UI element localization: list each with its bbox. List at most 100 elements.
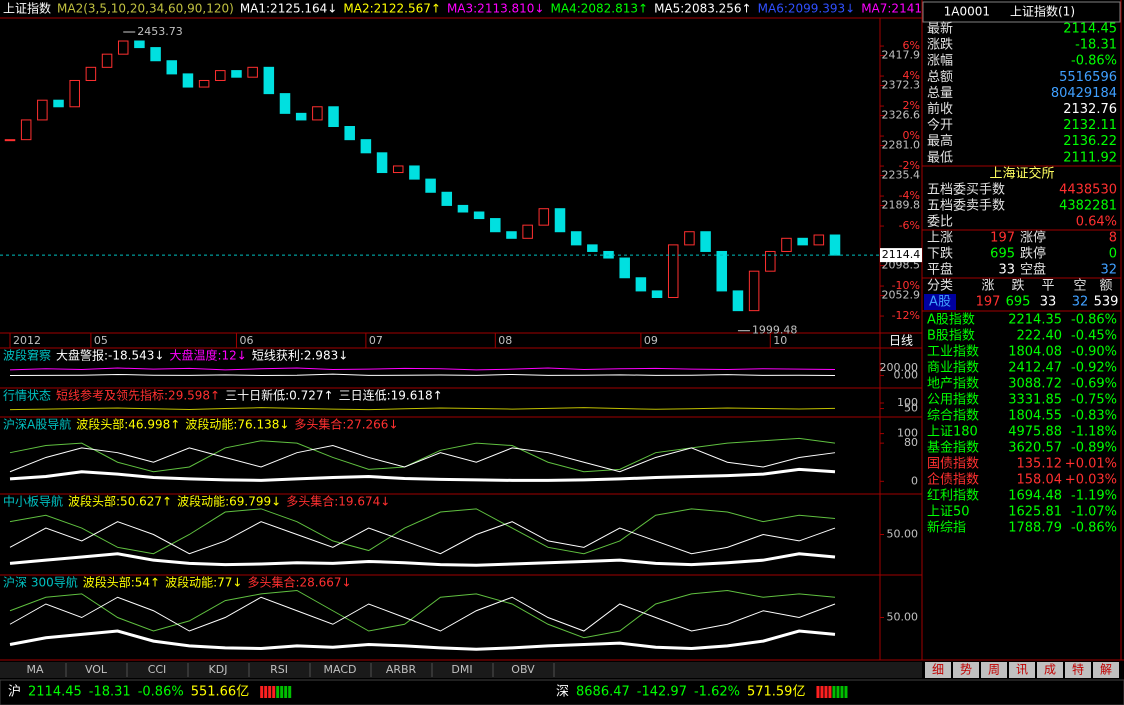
header-text: MA1:2125.164↓ [240, 2, 338, 16]
indicator-line [9, 521, 836, 555]
status-text: -1.62% [694, 685, 740, 700]
y2-tick-label: -4% [899, 189, 920, 202]
quote-label: 最高 [927, 133, 953, 149]
status-text: 2114.45 [28, 685, 82, 700]
panel-title: 波段动能:77↓ [165, 575, 242, 590]
quote-code: 1A0001 [944, 5, 990, 19]
candle [619, 257, 630, 279]
time-label: 10 [773, 334, 787, 347]
breadth-value: 33 [998, 263, 1015, 278]
side-tab-bg [1093, 662, 1119, 678]
panel-title: 沪深A股导航 [3, 417, 71, 432]
index-name: 工业指数 [927, 345, 979, 360]
indicator-tab[interactable]: DMI [451, 663, 472, 676]
candle [732, 290, 744, 312]
table-cell: 33 [1040, 295, 1057, 310]
side-tab-bg [981, 662, 1007, 678]
side-tab[interactable]: 特 [1072, 662, 1084, 677]
table-header: 涨 [981, 279, 994, 294]
panel-title: 三日连低:19.618↑ [339, 388, 443, 403]
tab-bar [0, 662, 922, 678]
candle [506, 231, 517, 239]
panel-title: 波段动能:69.799↓ [177, 494, 281, 509]
candle [150, 47, 161, 62]
candle [473, 211, 485, 220]
candle [263, 66, 275, 95]
indicator-line [9, 589, 836, 639]
index-change: -0.89% [1071, 441, 1117, 456]
indicator-tab[interactable]: CCI [148, 663, 167, 676]
status-icon [284, 686, 288, 698]
candle [328, 106, 339, 128]
y2-tick-label: -2% [899, 159, 920, 172]
side-tab[interactable]: 细 [932, 663, 944, 677]
header-text: 上证指数 [3, 1, 51, 16]
y2-tick-label: 4% [903, 69, 920, 82]
candle [101, 53, 113, 68]
status-text: 551.66亿 [191, 685, 250, 700]
candle [4, 139, 16, 142]
indicator-tab[interactable]: MACD [324, 663, 357, 676]
quote-value: -18.31 [1075, 38, 1117, 53]
candle [392, 165, 404, 174]
breadth-value: 695 [990, 247, 1015, 262]
index-value: 1625.81 [1008, 505, 1062, 520]
header-text: MA3:2113.810↓ [447, 2, 545, 16]
candle [53, 99, 64, 108]
side-tab[interactable]: 解 [1100, 663, 1112, 677]
quote-title-box [922, 1, 1121, 23]
indicator-tab[interactable]: KDJ [209, 663, 228, 676]
y-tick-label: 100 [897, 396, 918, 409]
candle [134, 40, 145, 49]
indicator-tab[interactable]: RSI [270, 663, 288, 676]
time-label: 08 [498, 334, 512, 347]
breadth-value: 197 [990, 231, 1015, 246]
indicator-line [9, 367, 836, 371]
indicator-line [9, 407, 836, 411]
time-label: 07 [369, 334, 383, 347]
breadth-label: 下跌 [927, 246, 953, 262]
indicator-tab[interactable]: ARBR [386, 663, 417, 676]
candle [829, 234, 841, 256]
quote-label: 涨跌 [927, 37, 953, 53]
index-value: 1694.48 [1008, 489, 1062, 504]
panel-title: 波段头部:46.998↑ [76, 417, 180, 432]
candle [667, 244, 679, 298]
candle [570, 231, 582, 246]
indicator-tab[interactable]: MA [26, 663, 43, 676]
exchange-name: 上海证交所 [989, 166, 1054, 182]
index-name: 上证180 [927, 425, 978, 440]
index-value: 2412.47 [1008, 361, 1062, 376]
candle [231, 70, 242, 78]
quote-value: 80429184 [1051, 86, 1117, 101]
index-change: -0.90% [1071, 345, 1117, 360]
index-name: 国债指数 [927, 457, 979, 472]
indicator-tab[interactable]: VOL [85, 663, 108, 676]
quote-value: 5516596 [1059, 70, 1117, 85]
index-change: -0.86% [1071, 521, 1117, 536]
y-tick-label: 80 [904, 436, 918, 449]
breadth-label: 上涨 [927, 231, 953, 246]
side-tab[interactable]: 讯 [1016, 663, 1028, 677]
index-value: 3331.85 [1008, 393, 1062, 408]
status-icon [268, 686, 272, 698]
side-tab[interactable]: 周 [988, 663, 1000, 677]
indicator-tab[interactable]: OBV [511, 663, 535, 676]
quote-label: 前收 [927, 101, 953, 117]
header-text: MA4:2082.813↑ [551, 2, 649, 16]
y-tick-label: 200.00 [880, 361, 919, 374]
y2-tick-label: -6% [899, 219, 920, 232]
status-text: -0.86% [138, 685, 184, 700]
side-tab[interactable]: 势 [960, 663, 972, 677]
status-bar [0, 679, 1124, 705]
side-tab[interactable]: 成 [1044, 663, 1056, 677]
status-icon [272, 686, 276, 698]
table-header: 跌 [1011, 278, 1024, 294]
candle [360, 139, 372, 154]
last-price-label: 2114.4 [882, 248, 921, 261]
order-label: 五档委卖手数 [927, 199, 1005, 214]
status-icon [840, 686, 844, 698]
index-change: -0.86% [1071, 313, 1117, 328]
status-icon [264, 686, 268, 698]
